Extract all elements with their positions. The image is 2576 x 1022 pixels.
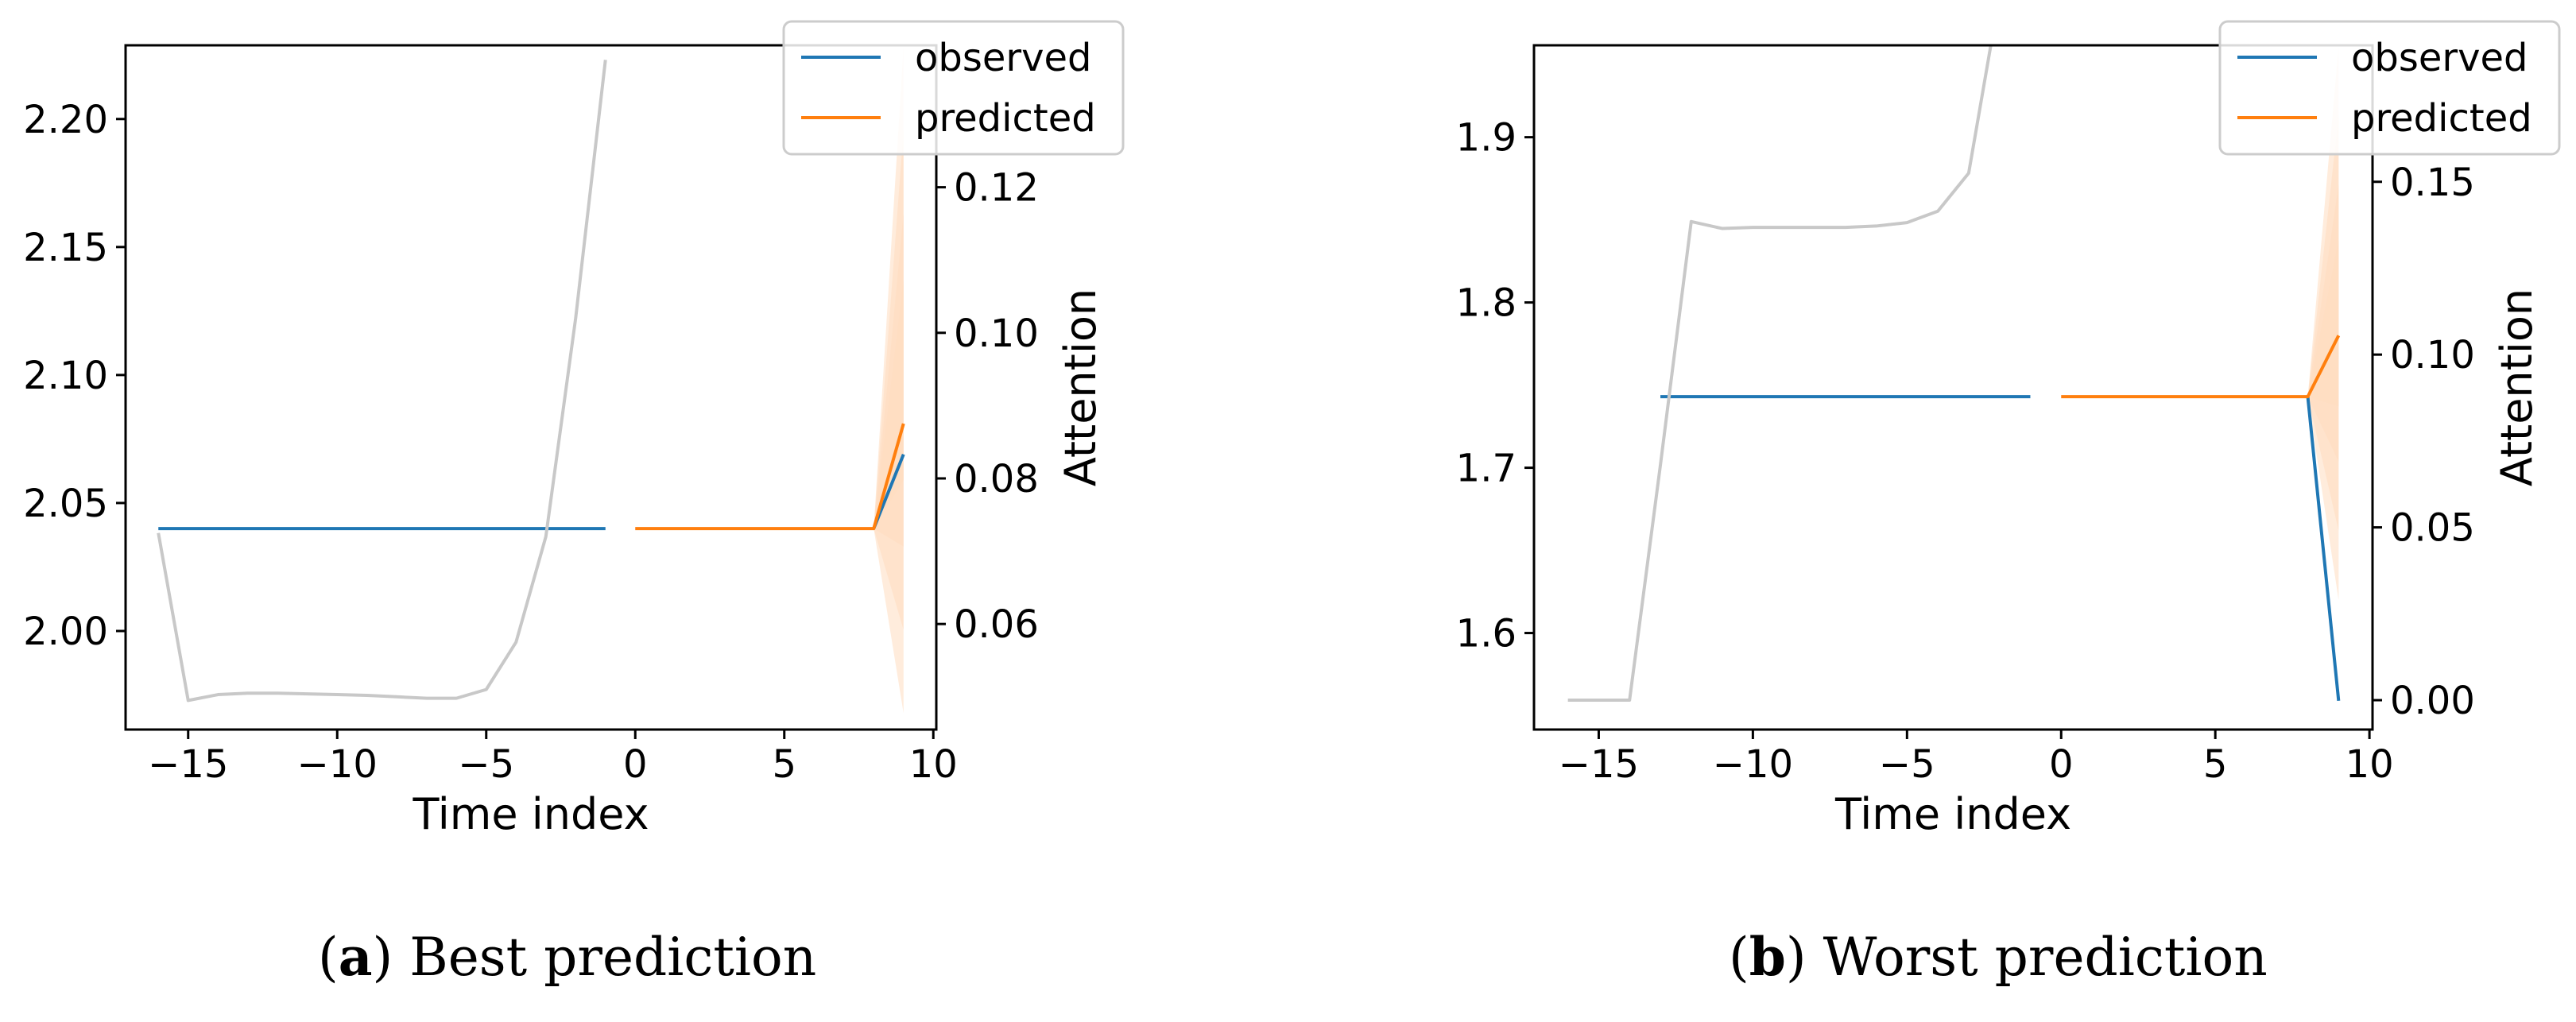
legend-label-predicted: predicted xyxy=(915,96,1096,141)
plot-area-b xyxy=(1567,45,2341,703)
chart-panel-a: −15 −10 −5 0 5 10 2.00 2.05 2.10 2.15 2.20 0.06 0.08… xyxy=(23,20,1125,839)
prediction-band-3 xyxy=(874,280,904,529)
caption-a-text: Best prediction xyxy=(409,927,817,988)
attention-line-0 xyxy=(1567,45,1993,703)
y-tick-label: 2.05 xyxy=(23,482,108,526)
y2-tick-label: 0.12 xyxy=(954,166,1039,211)
x-tick-label: 5 xyxy=(2203,742,2228,787)
plot-area-a xyxy=(157,47,905,714)
y-tick-label: 1.9 xyxy=(1456,116,1517,161)
x-tick-label: 5 xyxy=(772,742,796,787)
y-tick-label: 2.15 xyxy=(23,226,108,270)
axes-frame-b xyxy=(1532,44,2374,731)
y-tick-label: 2.00 xyxy=(23,610,108,654)
y2-tick-label: 0.00 xyxy=(2390,679,2475,723)
caption-b: (b) Worst prediction xyxy=(1729,926,2268,988)
predicted-line-0 xyxy=(635,423,905,531)
observed-line-1 xyxy=(2306,396,2341,702)
y-tick-label: 1.8 xyxy=(1456,281,1517,326)
x-axis-label: Time index xyxy=(412,789,649,839)
legend-a: observed predicted xyxy=(782,20,1125,156)
caption-b-text: Worst prediction xyxy=(1823,927,2268,988)
y2-tick-label: 0.10 xyxy=(2390,333,2475,377)
y2-tick-label: 0.08 xyxy=(954,457,1039,501)
x-tick-label: −10 xyxy=(1713,742,1793,787)
x-tick-label: 0 xyxy=(2049,742,2074,787)
y2-tick-label: 0.06 xyxy=(954,602,1039,647)
y2-axis-label: Attention xyxy=(1056,288,1106,486)
y2-tick-label: 0.05 xyxy=(2390,506,2475,551)
legend-label-observed: observed xyxy=(2351,36,2528,80)
caption-b-letter: b xyxy=(1749,926,1786,988)
caption-a-letter: a xyxy=(338,926,373,988)
x-tick-label: −5 xyxy=(1879,742,1935,787)
legend-box xyxy=(782,20,1125,156)
legend-box xyxy=(2218,20,2561,156)
prediction-band-3 xyxy=(2307,240,2339,407)
y-tick-label: 2.20 xyxy=(23,98,108,142)
y-tick-label: 1.6 xyxy=(1456,612,1517,656)
y2-tick-label: 0.15 xyxy=(2390,161,2475,205)
x-tick-label: 10 xyxy=(2346,742,2394,787)
predicted-line-0 xyxy=(2061,335,2341,399)
legend-label-observed: observed xyxy=(915,36,1092,80)
x-tick-label: 0 xyxy=(623,742,648,787)
x-axis-label: Time index xyxy=(1834,789,2071,839)
x-tick-label: −15 xyxy=(1559,742,1639,787)
y2-axis-label: Attention xyxy=(2492,288,2542,486)
attention-line-0 xyxy=(157,60,607,703)
x-tick-label: 10 xyxy=(909,742,958,787)
y-tick-label: 1.7 xyxy=(1456,447,1517,491)
x-tick-label: −5 xyxy=(458,742,514,787)
chart-panel-b: −15 −10 −5 0 5 10 1.6 1.7 1.8 1.9 0.00 0.05 0.10 0.15… xyxy=(1456,20,2561,839)
legend-b: observed predicted xyxy=(2218,20,2561,156)
x-tick-label: −15 xyxy=(148,742,228,787)
axes-frame-a xyxy=(124,44,938,731)
y2-tick-label: 0.10 xyxy=(954,312,1039,356)
y-tick-label: 2.10 xyxy=(23,354,108,398)
x-tick-label: −10 xyxy=(297,742,378,787)
caption-a: (a) Best prediction xyxy=(318,926,817,988)
legend-label-predicted: predicted xyxy=(2351,96,2532,141)
